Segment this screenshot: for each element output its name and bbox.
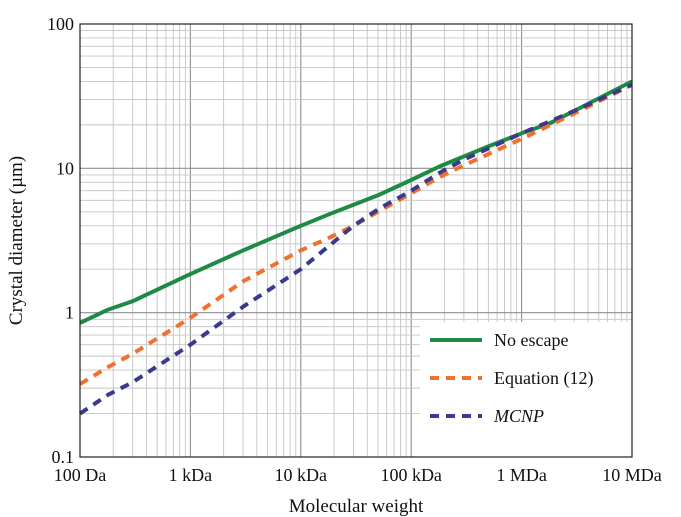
series-line-2 xyxy=(78,82,633,386)
x-tick-label: 1 kDa xyxy=(169,465,213,485)
y-tick-label: 0.1 xyxy=(52,447,75,467)
y-tick-labels: 0.1 1 10 100 xyxy=(47,14,74,467)
x-tick-label: 10 MDa xyxy=(602,465,662,485)
x-tick-label: 1 MDa xyxy=(496,465,547,485)
legend-label: MCNP xyxy=(493,406,544,426)
y-tick-label: 1 xyxy=(65,303,74,323)
x-tick-labels: 100 Da 1 kDa 10 kDa 100 kDa 1 MDa 10 MDa xyxy=(54,465,662,485)
plot-frame xyxy=(79,23,633,458)
x-axis-title: Molecular weight xyxy=(289,496,424,517)
legend-label: Equation (12) xyxy=(494,368,593,389)
series-line-3 xyxy=(78,82,633,416)
series-group xyxy=(78,79,633,416)
y-axis-title: Crystal diameter (µm) xyxy=(6,156,27,325)
x-tick-label: 100 kDa xyxy=(380,465,442,485)
legend-box xyxy=(420,322,632,457)
legend-label: No escape xyxy=(494,330,568,350)
series-line-1 xyxy=(79,79,633,325)
legend-background xyxy=(420,322,632,457)
legend: No escape Equation (12) MCNP xyxy=(430,330,593,426)
y-tick-label: 100 xyxy=(47,14,74,34)
x-tick-label: 10 kDa xyxy=(275,465,328,485)
x-tick-label: 100 Da xyxy=(54,465,107,485)
y-tick-label: 10 xyxy=(56,158,74,178)
